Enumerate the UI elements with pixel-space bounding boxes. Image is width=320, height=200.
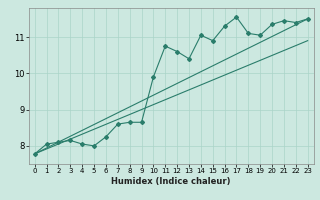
X-axis label: Humidex (Indice chaleur): Humidex (Indice chaleur): [111, 177, 231, 186]
